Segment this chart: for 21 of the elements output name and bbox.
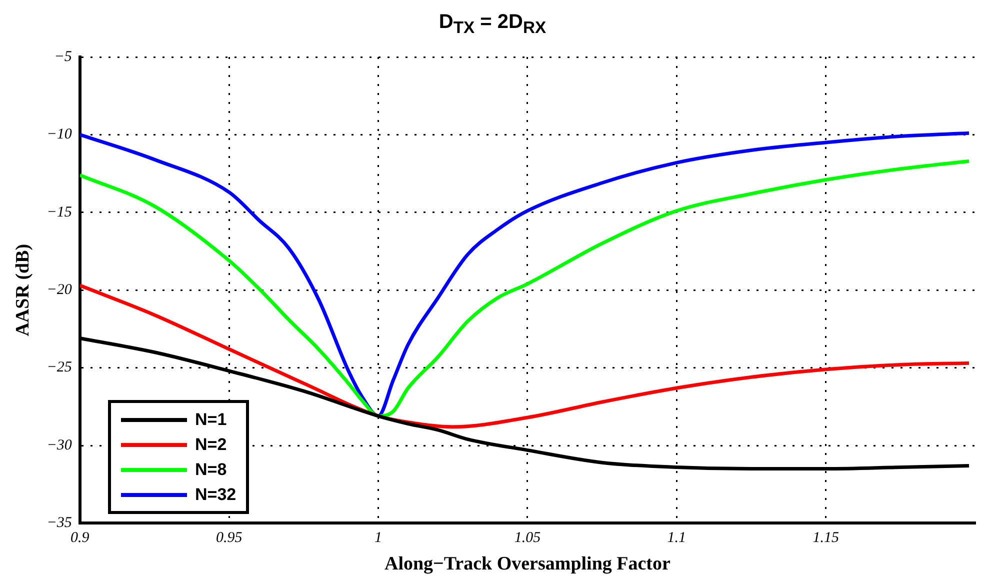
x-tick-label: 1 bbox=[374, 530, 382, 546]
y-tick-label: −25 bbox=[46, 360, 72, 376]
legend-label: N=1 bbox=[195, 410, 227, 430]
x-tick-label: 1.15 bbox=[812, 530, 840, 546]
x-tick-label: 0.95 bbox=[216, 530, 243, 546]
y-tick-label: −20 bbox=[46, 282, 72, 298]
chart-title: D$_{TX}$ = 2D$_{RX}$ bbox=[438, 10, 548, 39]
legend-label: N=8 bbox=[195, 460, 227, 480]
legend-label: N=32 bbox=[195, 484, 236, 504]
x-axis-title: Along−Track Oversampling Factor bbox=[384, 554, 671, 575]
line-series bbox=[80, 284, 971, 429]
x-tick-label: 1.05 bbox=[514, 530, 542, 546]
y-tick-label: −10 bbox=[46, 126, 72, 143]
y-tick-label: −15 bbox=[46, 204, 72, 220]
y-tick-label: −30 bbox=[46, 437, 72, 454]
y-tick-label: −5 bbox=[54, 48, 72, 65]
y-axis-title: AASR (dB) bbox=[12, 244, 34, 336]
legend-label: N=2 bbox=[195, 434, 227, 454]
x-tick-label: 0.9 bbox=[70, 530, 90, 546]
y-tick-label: −35 bbox=[46, 515, 72, 532]
x-tick-label: 1.1 bbox=[667, 530, 686, 546]
